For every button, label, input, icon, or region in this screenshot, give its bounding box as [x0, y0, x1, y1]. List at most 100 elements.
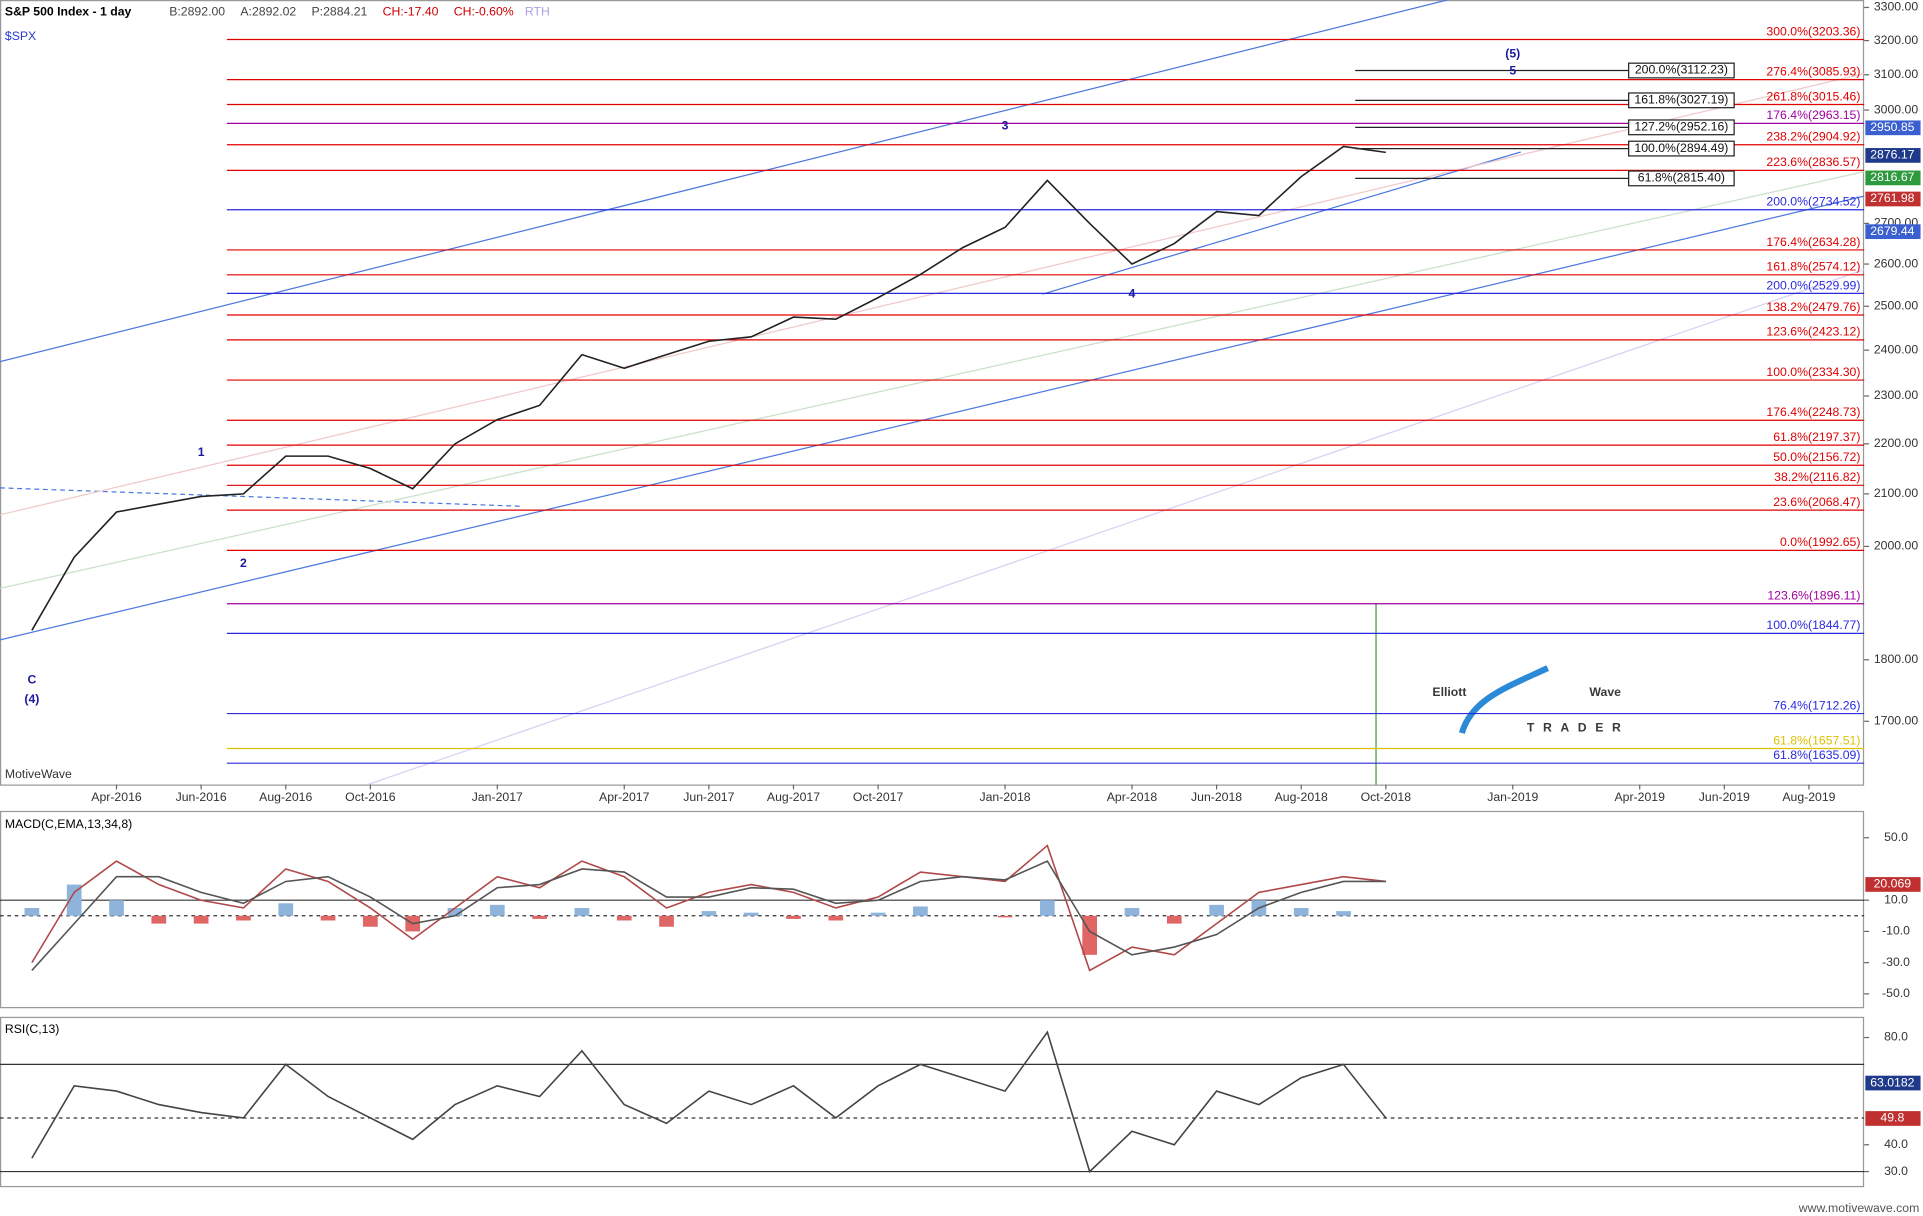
histogram-bar	[1293, 907, 1309, 916]
histogram-bar	[489, 904, 505, 916]
histogram-bar	[363, 915, 378, 927]
y-tick-label: 2600.00	[1874, 256, 1918, 270]
histogram-bar	[997, 915, 1013, 918]
histogram-bar	[701, 911, 717, 916]
y-tick-label: 2100.00	[1874, 486, 1918, 500]
y-tick-label: 1800.00	[1874, 652, 1918, 666]
y-tick-label: 1700.00	[1874, 714, 1918, 728]
logo-word: Wave	[1589, 685, 1621, 699]
x-tick-label: Apr-2018	[1107, 790, 1158, 804]
fib-label: 200.0%(2529.99)	[1766, 278, 1860, 292]
value-box-label: 2950.85	[1870, 120, 1914, 134]
wave-label: 5	[1509, 64, 1516, 78]
quote: CH:-17.40	[383, 4, 439, 18]
quote: B:2892.00	[169, 4, 225, 18]
y-tick-label: 3100.00	[1874, 67, 1918, 81]
logo-swoosh	[1458, 665, 1550, 735]
wave-label: 4	[1129, 287, 1136, 301]
y-tick-label: 2400.00	[1874, 342, 1918, 356]
logo-word: TRADER	[1527, 720, 1630, 734]
x-tick-label: Apr-2019	[1614, 790, 1665, 804]
y-tick-label: 2300.00	[1874, 388, 1918, 402]
y-tick-label: 2500.00	[1874, 298, 1918, 312]
fib-label: 61.8%(2197.37)	[1773, 430, 1860, 444]
value-box	[1865, 191, 1921, 207]
fib-label: 161.8%(2574.12)	[1766, 260, 1860, 274]
channel-line	[0, 487, 522, 507]
y-tick-label: -10.0	[1882, 924, 1910, 938]
x-tick-label: Oct-2016	[345, 790, 396, 804]
channel-line	[0, 0, 1448, 363]
y-tick-label: 2200.00	[1874, 436, 1918, 450]
wave-label: 2	[240, 556, 247, 570]
fib-label: 50.0%(2156.72)	[1773, 450, 1860, 464]
fib-label: 138.2%(2479.76)	[1766, 300, 1860, 314]
x-tick-label: Aug-2016	[259, 790, 312, 804]
value-box-label: 2761.98	[1870, 191, 1914, 205]
histogram-bar	[109, 900, 124, 916]
x-tick-label: Oct-2018	[1361, 790, 1412, 804]
logo-word: Elliott	[1432, 685, 1466, 699]
fib-label: 100.0%(2334.30)	[1766, 365, 1860, 379]
value-box	[1865, 170, 1921, 186]
y-tick-label: 10.0	[1884, 892, 1908, 906]
x-tick-label: Jan-2017	[472, 790, 523, 804]
fib-label: 176.4%(2248.73)	[1766, 405, 1860, 419]
chart-title: S&P 500 Index - 1 day	[5, 4, 132, 18]
quote: RTH	[525, 4, 550, 18]
target-label: 200.0%(3112.23)	[1635, 63, 1728, 77]
price-panel	[0, 0, 1865, 786]
channel-line	[0, 195, 1865, 641]
histogram-bar	[320, 915, 336, 921]
fib-label: 261.8%(3015.46)	[1766, 89, 1860, 103]
y-tick-label: 3000.00	[1874, 102, 1918, 116]
histogram-bar	[659, 915, 674, 927]
watermark: MotiveWave	[5, 767, 72, 781]
target-label: 61.8%(2815.40)	[1638, 171, 1725, 185]
value-box	[1865, 120, 1921, 136]
x-tick-label: Jun-2018	[1191, 790, 1242, 804]
fib-label: 0.0%(1992.65)	[1780, 535, 1860, 549]
y-tick-label: 80.0	[1884, 1030, 1908, 1044]
value-box	[1865, 877, 1921, 892]
macd-title: MACD(C,EMA,13,34,8)	[5, 817, 132, 831]
fib-label: 100.0%(1844.77)	[1766, 618, 1860, 632]
fib-label: 23.6%(2068.47)	[1773, 495, 1860, 509]
wave-label: (5)	[1505, 46, 1520, 60]
value-box-label: 2876.17	[1870, 148, 1914, 162]
histogram-bar	[786, 915, 801, 919]
series-line	[31, 1030, 1387, 1174]
y-tick-label: 3300.00	[1874, 0, 1918, 14]
quote: A:2892.02	[240, 4, 296, 18]
x-tick-label: Jun-2019	[1699, 790, 1750, 804]
histogram-bar	[1124, 907, 1140, 916]
macd-panel	[0, 810, 1865, 1009]
histogram-bar	[828, 915, 844, 921]
fib-label: 300.0%(3203.36)	[1766, 24, 1860, 38]
histogram-bar	[278, 903, 294, 916]
histogram-bar	[574, 907, 590, 916]
rsi-title: RSI(C,13)	[5, 1022, 59, 1036]
x-tick-label: Oct-2017	[853, 790, 904, 804]
target-box	[1628, 140, 1735, 157]
histogram-bar	[532, 915, 547, 919]
y-tick-label: 40.0	[1884, 1137, 1908, 1151]
x-tick-label: Aug-2017	[767, 790, 820, 804]
wave-label: (4)	[24, 692, 39, 706]
channel-line	[1042, 151, 1521, 295]
value-box	[1865, 1111, 1921, 1126]
value-box-label: 63.0182	[1870, 1075, 1914, 1089]
series-line	[31, 844, 1386, 972]
fib-label: 61.8%(1657.51)	[1773, 733, 1860, 747]
x-tick-label: Jun-2017	[683, 790, 734, 804]
wave-label: 1	[198, 445, 205, 459]
histogram-bar	[616, 915, 632, 921]
symbol: $SPX	[5, 29, 36, 43]
y-tick-label: 30.0	[1884, 1164, 1908, 1178]
fib-label: 276.4%(3085.93)	[1766, 65, 1860, 79]
value-box-label: 2816.67	[1870, 170, 1914, 184]
series-line	[31, 860, 1386, 972]
value-box-label: 49.8	[1880, 1111, 1904, 1125]
footer: www.motivewave.com	[1798, 1201, 1920, 1215]
